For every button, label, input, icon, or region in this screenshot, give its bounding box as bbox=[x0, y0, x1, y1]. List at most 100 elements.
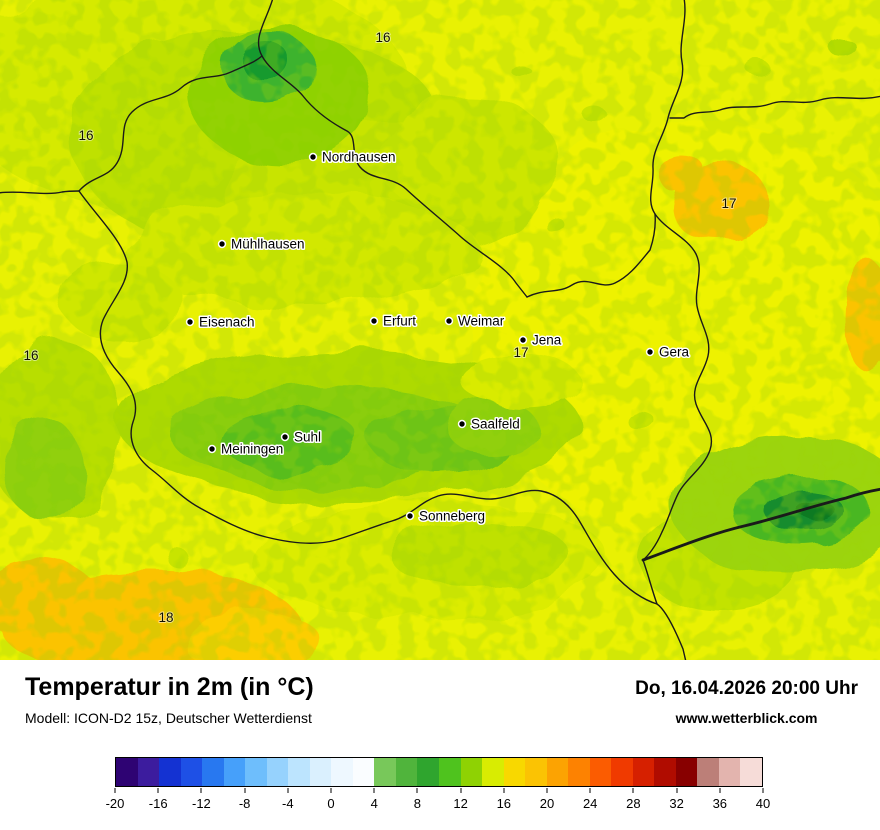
scale-tick-label: -8 bbox=[238, 796, 251, 811]
scale-cell bbox=[740, 758, 762, 786]
temperature-value-label: 16 bbox=[78, 128, 93, 143]
temperature-value-label: 16 bbox=[23, 348, 38, 363]
weather-map: 16 16 17 16 17 18 Nordhausen Mühlhausen Eisenac… bbox=[0, 0, 880, 660]
scale-tick-label: -12 bbox=[191, 796, 211, 811]
scale-tick bbox=[157, 788, 159, 793]
scale-cell bbox=[525, 758, 547, 786]
city-dot bbox=[371, 318, 377, 324]
scale-cell bbox=[374, 758, 396, 786]
city-dot bbox=[459, 421, 465, 427]
city-dot bbox=[446, 318, 452, 324]
scale-tick bbox=[546, 788, 548, 793]
scale-tick-label: 12 bbox=[453, 796, 468, 811]
city-marker: Eisenach bbox=[185, 313, 256, 331]
city-marker: Nordhausen bbox=[308, 148, 397, 166]
scale-cell bbox=[395, 758, 418, 786]
city-label: Jena bbox=[532, 333, 562, 348]
city-marker: Weimar bbox=[444, 312, 506, 330]
footer-header: Temperatur in 2m (in °C) Modell: ICON-D2… bbox=[0, 660, 880, 726]
scale-cell bbox=[137, 758, 160, 786]
scale-cell bbox=[675, 758, 698, 786]
city-label: Weimar bbox=[458, 314, 505, 329]
temperature-map-svg: 16 16 17 16 17 18 Nordhausen Mühlhausen Eisenac… bbox=[0, 0, 880, 660]
city-dot bbox=[310, 154, 316, 160]
scale-cell bbox=[223, 758, 246, 786]
city-dot bbox=[187, 319, 193, 325]
city-label: Meiningen bbox=[221, 442, 283, 457]
color-scale: -20 -16 -12 -8 -4 0 4 8 12 16 20 24 28 32 36 40 bbox=[106, 757, 770, 817]
scale-cell bbox=[589, 758, 612, 786]
city-label: Suhl bbox=[294, 430, 321, 445]
scale-cell bbox=[697, 758, 719, 786]
scale-tick-label: 20 bbox=[539, 796, 555, 811]
scale-tick-label: 40 bbox=[755, 796, 771, 811]
scale-cell bbox=[417, 758, 439, 786]
scale-tick bbox=[632, 788, 634, 793]
scale-tick-label: 16 bbox=[496, 796, 512, 811]
scale-tick bbox=[244, 788, 246, 793]
city-marker: Mühlhausen bbox=[217, 235, 306, 253]
scale-tick-label: -16 bbox=[148, 796, 168, 811]
city-marker: Gera bbox=[645, 343, 691, 361]
scale-tick-label: -4 bbox=[282, 796, 294, 811]
scale-cell bbox=[202, 758, 224, 786]
color-scale-bar bbox=[115, 757, 763, 787]
city-dot bbox=[209, 446, 215, 452]
scale-cell bbox=[482, 758, 504, 786]
scale-cell bbox=[331, 758, 353, 786]
city-marker: Sonneberg bbox=[405, 507, 487, 525]
scale-cell bbox=[352, 758, 375, 786]
model-info: Modell: ICON-D2 15z, Deutscher Wetterdie… bbox=[25, 709, 312, 726]
city-dot bbox=[219, 241, 225, 247]
forecast-datetime: Do, 16.04.2026 20:00 Uhr bbox=[635, 678, 858, 699]
city-label: Mühlhausen bbox=[231, 237, 305, 252]
city-marker: Saalfeld bbox=[457, 415, 521, 433]
scale-tick bbox=[589, 788, 591, 793]
scale-tick bbox=[373, 788, 375, 793]
city-label: Saalfeld bbox=[471, 417, 520, 432]
scale-cell bbox=[546, 758, 569, 786]
scale-cell bbox=[460, 758, 483, 786]
city-label: Gera bbox=[659, 345, 690, 360]
city-label: Sonneberg bbox=[419, 509, 485, 524]
scale-cell bbox=[611, 758, 633, 786]
website-link[interactable]: www.wetterblick.com bbox=[675, 710, 818, 726]
city-markers-layer: Nordhausen Mühlhausen Eisenach Erfurt Weimar… bbox=[185, 148, 691, 525]
footer-right: Do, 16.04.2026 20:00 Uhr www.wetterblick… bbox=[635, 674, 858, 726]
footer-left: Temperatur in 2m (in °C) Modell: ICON-D2… bbox=[25, 673, 314, 726]
scale-tick bbox=[460, 788, 462, 793]
scale-cell bbox=[632, 758, 655, 786]
scale-cell bbox=[438, 758, 461, 786]
scale-tick-label: 24 bbox=[582, 796, 598, 811]
scale-cell bbox=[180, 758, 203, 786]
scale-tick-label: 32 bbox=[669, 796, 684, 811]
state-borders bbox=[0, 0, 880, 660]
temperature-labels-layer: 16 16 17 16 17 18 bbox=[22, 29, 737, 626]
temperature-value-label: 16 bbox=[375, 30, 390, 45]
scale-tick bbox=[330, 788, 332, 793]
city-dot bbox=[520, 337, 526, 343]
scale-tick-label: 8 bbox=[413, 796, 422, 811]
scale-tick-label: 0 bbox=[327, 796, 335, 811]
city-marker: Meiningen bbox=[207, 440, 285, 458]
city-marker: Suhl bbox=[280, 428, 323, 446]
city-dot bbox=[647, 349, 653, 355]
scale-cell bbox=[568, 758, 590, 786]
terrain-grain-overlay bbox=[0, 0, 880, 660]
scale-tick-label: 28 bbox=[626, 796, 641, 811]
city-marker: Jena bbox=[518, 331, 563, 349]
page-title: Temperatur in 2m (in °C) bbox=[25, 673, 314, 701]
scale-tick-label: -20 bbox=[105, 796, 125, 811]
temperature-value-label: 17 bbox=[513, 345, 528, 360]
scale-cell bbox=[654, 758, 676, 786]
city-label: Erfurt bbox=[383, 314, 416, 329]
temperature-value-label: 18 bbox=[158, 610, 173, 625]
scale-tick bbox=[114, 788, 116, 793]
scale-cell bbox=[288, 758, 310, 786]
scale-cell bbox=[245, 758, 267, 786]
scale-tick bbox=[676, 788, 678, 793]
scale-tick bbox=[719, 788, 721, 793]
footer: Temperatur in 2m (in °C) Modell: ICON-D2… bbox=[0, 660, 880, 830]
scale-tick bbox=[762, 788, 764, 793]
city-marker: Erfurt bbox=[369, 312, 418, 330]
